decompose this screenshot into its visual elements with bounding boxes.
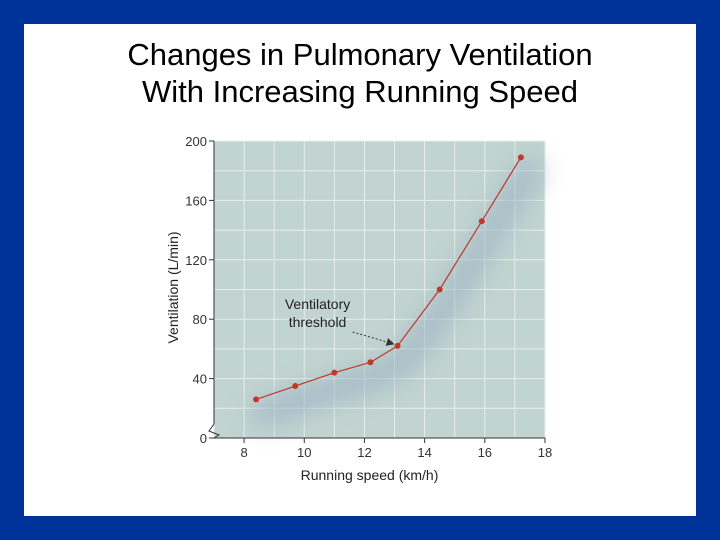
x-tick-labels: 8 10 12 14 16 18: [240, 438, 552, 460]
data-point: [478, 218, 485, 225]
data-point: [436, 286, 443, 293]
y-tick-labels: 0 40 80 120 160 200: [185, 134, 214, 446]
threshold-annotation: Ventilatory threshold: [285, 296, 395, 346]
y-axis-label: Ventilation (L/min): [165, 231, 181, 343]
data-point: [517, 154, 524, 161]
axis-break: [208, 423, 221, 439]
series-polyline: [255, 157, 522, 400]
data-point: [331, 369, 338, 376]
y-tick-label: 0: [200, 431, 207, 446]
x-axis-label: Running speed (km/h): [301, 467, 439, 483]
title-line-2: With Increasing Running Speed: [142, 74, 578, 109]
data-point: [394, 342, 401, 349]
data-point: [367, 359, 374, 366]
annotation-line-1: Ventilatory: [285, 296, 350, 312]
annotation-arrow: [352, 331, 395, 346]
y-tick-label: 160: [185, 193, 207, 208]
x-tick-label: 8: [240, 445, 247, 460]
axes: [208, 141, 545, 439]
data-point: [253, 396, 260, 403]
x-tick-label: 16: [478, 445, 492, 460]
y-tick-label: 40: [193, 372, 207, 387]
slide-title: Changes in Pulmonary Ventilation With In…: [24, 36, 696, 110]
trend-glow: [251, 158, 542, 427]
x-tick-label: 18: [538, 445, 552, 460]
series-line: [253, 154, 524, 403]
title-line-1: Changes in Pulmonary Ventilation: [127, 37, 593, 72]
x-tick-label: 12: [357, 445, 371, 460]
y-tick-label: 120: [185, 253, 207, 268]
y-tick-label: 80: [193, 312, 207, 327]
y-tick-label: 200: [185, 134, 207, 149]
x-tick-label: 14: [417, 445, 431, 460]
x-tick-label: 10: [297, 445, 311, 460]
data-point: [292, 383, 299, 390]
annotation-line-2: threshold: [289, 314, 347, 330]
